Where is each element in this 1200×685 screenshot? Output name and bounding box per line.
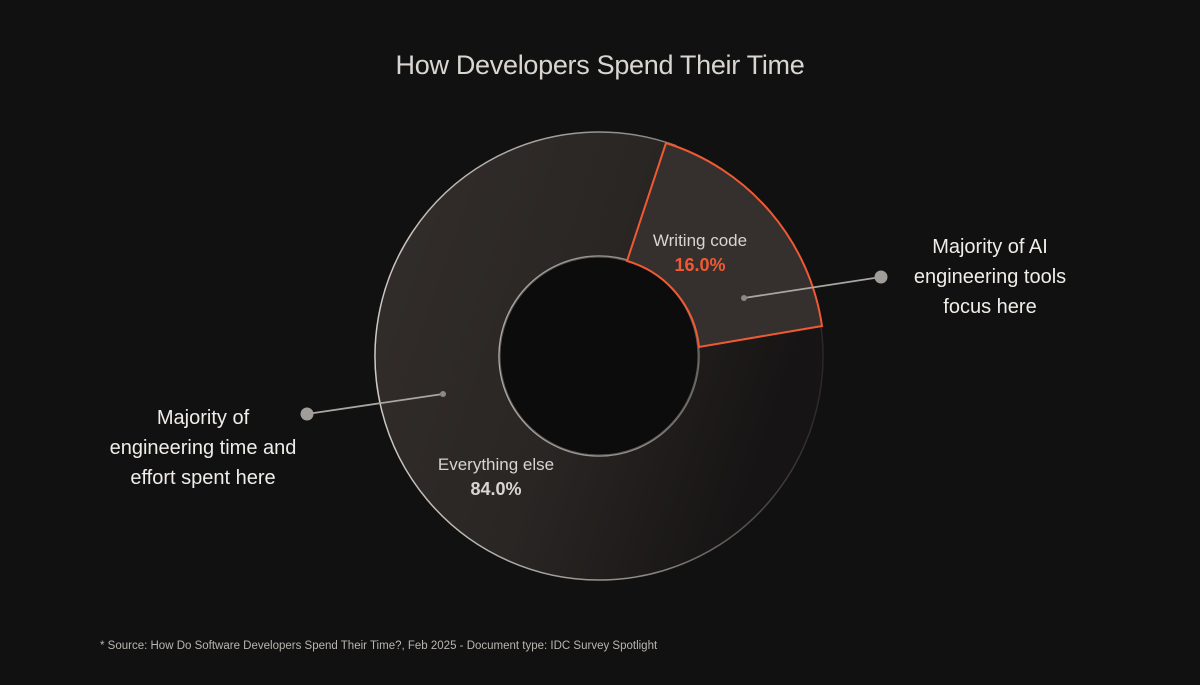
annotation-line: Majority of AI — [932, 236, 1048, 258]
slice-value: 16.0% — [674, 255, 726, 275]
slice-writing-code[interactable] — [625, 141, 824, 349]
annotation-line: engineering tools — [913, 266, 1067, 288]
donut-hole — [499, 256, 699, 456]
slice-name: Everything else — [437, 455, 555, 474]
annotation-line: Majority of — [156, 407, 250, 429]
leader-dot-small-right — [741, 295, 747, 301]
leader-dot-large-right — [874, 270, 888, 284]
chart-title: How Developers Spend Their Time — [395, 50, 805, 80]
source-footnote: * Source: How Do Software Developers Spe… — [100, 640, 658, 652]
slice-name: Writing code — [652, 231, 748, 250]
slice-value: 84.0% — [470, 479, 522, 499]
leader-dot-large-left — [300, 407, 314, 421]
slice-label-writing-code: Writing code 16.0% — [640, 229, 760, 277]
annotation-line: focus here — [943, 296, 1037, 318]
annotation-engineering-time: Majority of engineering time and effort … — [88, 403, 318, 493]
slice-everything-else[interactable] — [374, 131, 824, 581]
leader-line-left — [306, 393, 444, 415]
leader-dot-small-left — [440, 391, 446, 397]
annotation-line: effort spent here — [130, 467, 276, 489]
slice-label-everything-else: Everything else 84.0% — [411, 453, 581, 501]
annotation-line: engineering time and — [109, 437, 297, 459]
annotation-ai-tools: Majority of AI engineering tools focus h… — [890, 232, 1090, 322]
leader-line-right — [743, 276, 882, 299]
